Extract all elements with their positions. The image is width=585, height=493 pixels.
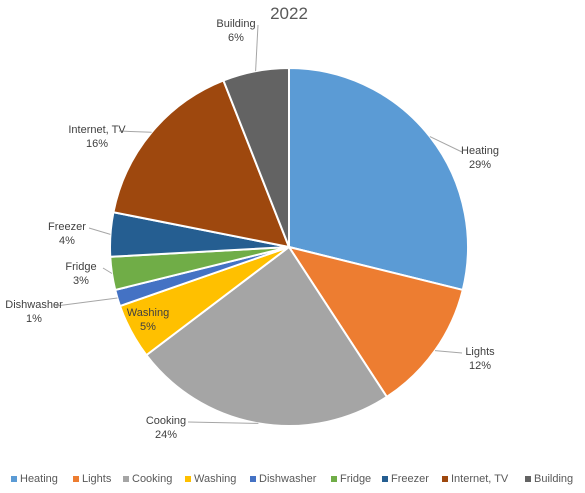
slice-lights bbox=[286, 245, 464, 399]
legend-item-dishwasher: Dishwasher bbox=[250, 473, 317, 485]
legend-label-heating: Heating bbox=[20, 473, 58, 485]
leader-line-heating bbox=[429, 136, 463, 153]
data-label-name-fridge: Fridge bbox=[65, 261, 96, 273]
legend-label-washing: Washing bbox=[194, 473, 236, 485]
legend-label-freezer: Freezer bbox=[391, 473, 429, 485]
legend-label-lights: Lights bbox=[82, 473, 112, 485]
data-label-value-heating: 29% bbox=[469, 159, 491, 171]
legend-label-internet-tv: Internet, TV bbox=[451, 473, 509, 485]
data-label-name-freezer: Freezer bbox=[48, 221, 86, 233]
data-label-value-dishwasher: 1% bbox=[26, 313, 42, 325]
legend-swatch-dishwasher bbox=[250, 476, 256, 482]
data-label-value-building: 6% bbox=[228, 32, 244, 44]
legend-label-fridge: Fridge bbox=[340, 473, 371, 485]
legend-swatch-cooking bbox=[123, 476, 129, 482]
chart-title: 2022 bbox=[270, 4, 308, 23]
leader-line-lights bbox=[434, 350, 463, 354]
legend-item-internet-tv: Internet, TV bbox=[442, 473, 509, 485]
data-label-value-fridge: 3% bbox=[73, 275, 89, 287]
data-label-value-lights: 12% bbox=[469, 360, 491, 372]
data-label-value-cooking: 24% bbox=[155, 429, 177, 441]
legend-item-washing: Washing bbox=[185, 473, 236, 485]
leader-line-freezer bbox=[88, 227, 111, 235]
slice-internet-tv bbox=[112, 79, 291, 249]
leader-line-dishwasher bbox=[55, 297, 118, 307]
legend-swatch-washing bbox=[185, 476, 191, 482]
legend-swatch-freezer bbox=[382, 476, 388, 482]
legend-item-freezer: Freezer bbox=[382, 473, 429, 485]
leader-line-cooking bbox=[187, 421, 259, 424]
legend-swatch-building bbox=[525, 476, 531, 482]
leader-lines bbox=[55, 24, 463, 424]
data-label-name-cooking: Cooking bbox=[146, 415, 186, 427]
legend-label-building: Building bbox=[534, 473, 573, 485]
legend-item-building: Building bbox=[525, 473, 573, 485]
legend-item-fridge: Fridge bbox=[331, 473, 371, 485]
pie-slices bbox=[109, 66, 469, 427]
legend-label-cooking: Cooking bbox=[132, 473, 172, 485]
leader-line-fridge bbox=[102, 267, 113, 274]
data-label-name-heating: Heating bbox=[461, 145, 499, 157]
data-label-name-lights: Lights bbox=[465, 346, 495, 358]
leader-line-internet-tv bbox=[118, 130, 152, 133]
slice-building bbox=[222, 66, 290, 248]
data-label-name-building: Building bbox=[216, 18, 255, 30]
legend: Heating Lights Cooking Washing Dishwasher Fri… bbox=[11, 473, 573, 485]
data-label-value-washing: 5% bbox=[140, 321, 156, 333]
legend-item-cooking: Cooking bbox=[123, 473, 172, 485]
legend-swatch-heating bbox=[11, 476, 17, 482]
data-label-value-freezer: 4% bbox=[59, 235, 75, 247]
data-label-value-internet-tv: 16% bbox=[86, 138, 108, 150]
legend-item-lights: Lights bbox=[73, 473, 112, 485]
legend-swatch-fridge bbox=[331, 476, 337, 482]
leader-line-building bbox=[255, 24, 259, 72]
legend-label-dishwasher: Dishwasher bbox=[259, 473, 317, 485]
data-label-name-dishwasher: Dishwasher bbox=[5, 299, 63, 311]
legend-swatch-lights bbox=[73, 476, 79, 482]
data-labels: Heating 29% Lights 12% Cooking 24% Washing 5% Di… bbox=[5, 18, 499, 441]
legend-swatch-internet-tv bbox=[442, 476, 448, 482]
data-label-name-internet-tv: Internet, TV bbox=[68, 124, 126, 136]
data-label-name-washing: Washing bbox=[127, 307, 169, 319]
legend-item-heating: Heating bbox=[11, 473, 58, 485]
